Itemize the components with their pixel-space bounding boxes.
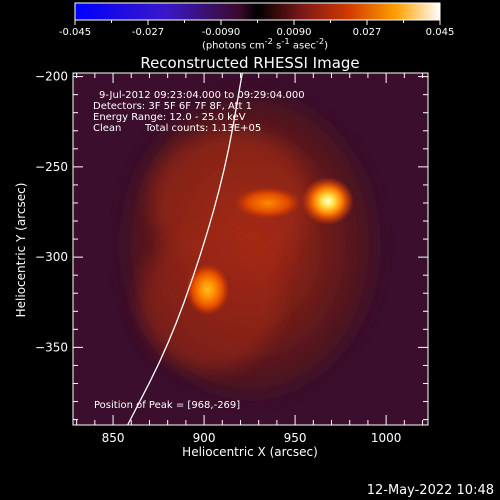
y-tick-label: −200 — [35, 70, 68, 84]
colorbar — [74, 2, 441, 21]
y-tick-label: −350 — [35, 340, 68, 354]
heatmap-image — [73, 73, 428, 425]
y-axis-label: Heliocentric Y (arcsec) — [14, 183, 28, 318]
colorbar-tick-label: 0.027 — [353, 27, 382, 38]
annotation-energy: Energy Range: 12.0 - 25.0 keV — [93, 112, 246, 123]
x-tick-label: 850 — [102, 431, 125, 445]
axis-ticks — [73, 73, 428, 425]
source-3 — [233, 186, 302, 219]
x-axis-label: Heliocentric X (arcsec) — [182, 445, 318, 459]
colorbar-tick-label: -0.0090 — [202, 27, 241, 38]
colorbar-label: (photons cm-2 s-1 asec-2) — [201, 36, 329, 52]
plot-frame — [72, 72, 429, 426]
source-2 — [185, 263, 230, 316]
source-1 — [301, 177, 354, 226]
colorbar-tick-label: 0.045 — [426, 27, 455, 38]
annotation-counts: Total counts: 1.13E+05 — [144, 123, 261, 134]
colorbar-tick-label: -0.027 — [132, 27, 164, 38]
annotation-time: 9-Jul-2012 09:23:04.000 to 09:29:04.000 — [99, 90, 305, 101]
annotation-detectors: Detectors: 3F 5F 6F 7F 8F, Att 1 — [93, 101, 252, 112]
colorbar-ticks — [74, 20, 441, 25]
y-tick-label: −250 — [35, 160, 68, 174]
colorbar-tick-label: 0.0090 — [277, 27, 312, 38]
chart-title: Reconstructed RHESSI Image — [140, 54, 359, 72]
annotation-peak: Position of Peak = [968,-269] — [94, 400, 240, 411]
x-tick-label: 950 — [284, 431, 307, 445]
y-tick-label: −300 — [35, 250, 68, 264]
x-tick-label: 1000 — [371, 431, 402, 445]
colorbar-tick-label: -0.045 — [59, 27, 91, 38]
annotation-clean: Clean — [93, 123, 121, 134]
x-tick-label: 900 — [193, 431, 216, 445]
solar-limb-curve — [127, 72, 243, 426]
timestamp: 12-May-2022 10:48 — [367, 483, 494, 498]
